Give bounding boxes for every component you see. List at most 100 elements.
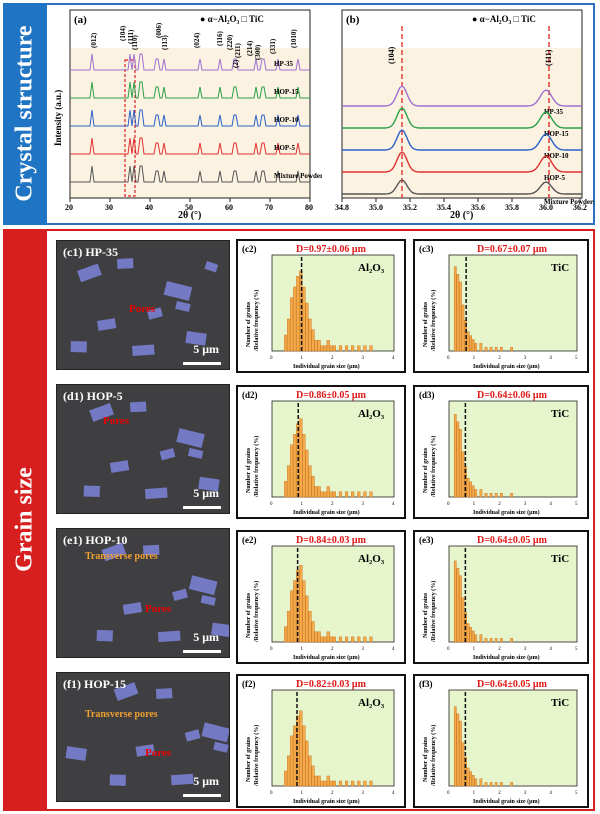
histogram-plot-bg [448,254,578,352]
sem-transverse-pores-label: Transverse pores [85,551,158,562]
tic-histogram: (c3) D=0.67±0.07 μm TiC Number of grains/Re… [413,239,589,373]
histogram-bar [296,715,300,787]
sem-pores-label: Pores [103,415,130,427]
histogram-bar [290,590,294,643]
sem-texture [70,258,219,356]
histogram-bar [357,345,361,352]
histogram-bar [351,491,355,498]
histogram-xtick-label: 0 [447,356,450,361]
histogram-bar [494,346,498,352]
panel-b-xlabel: 2θ (°) [450,210,473,221]
sem-scale-label: 5 μm [193,630,219,644]
histogram-xlabel: Individual grain size (μm) [473,798,540,805]
sem-grain [89,403,114,422]
histogram-bar [469,335,472,352]
panel-a-peak-label: (104) [119,25,127,41]
histogram-bar [461,742,465,787]
panel-a-series: HP-35 HOP-15 HOP-10 HOP-5 Mixture Powders [70,53,322,183]
histogram-bar [510,346,513,352]
histogram-bar [293,580,297,643]
histogram-label: (f3) [419,679,433,689]
histogram-bar [302,580,306,643]
panel-a-series-line [70,137,310,155]
histogram-xtick-label: 0 [270,502,273,507]
sem-image: (e1) HOP-10 Pores Transverse pores 5 μm [56,528,230,658]
histogram-xtick-label: 3 [524,647,527,652]
histogram-mean-label: D=0.86±0.05 μm [296,390,367,401]
sem-grain [129,401,147,413]
histogram-xtick-label: 4 [392,791,395,796]
histogram-xtick-label: 0 [270,791,273,796]
histogram-bar [453,414,457,498]
histogram-bar [459,429,462,498]
histogram-bar [320,491,324,498]
panel-a-peak-label: (211) [234,43,242,58]
histogram-bar [363,780,367,787]
sem-grain [117,258,134,269]
panel-b-xtick-label: 36.2 [573,203,587,212]
histogram-bar [469,627,472,643]
histogram-xtick-label: 2 [498,502,501,507]
panel-a-peak-labels: (012) (104) (111)(110) (006)(113) (024) (116)… [90,22,298,68]
histogram-xtick-label: 3 [362,502,365,507]
histogram-xtick-label: 5 [575,791,578,796]
sem-grain [147,307,163,320]
sem-grain [122,602,143,615]
histogram-label: (e2) [242,535,257,545]
histogram-bar [338,780,343,787]
histogram-ylabel-1: Number of grains [423,592,429,638]
histogram-bar [479,778,483,787]
histogram-xlabel: Individual grain size (μm) [473,363,540,370]
histogram-bar [317,775,321,787]
sem-grain [204,261,219,273]
panel-b-xtick-label: 35.8 [505,203,519,212]
histogram-xtick-label: 5 [575,356,578,361]
histogram-label: (e3) [419,535,434,545]
histogram-bar [302,725,306,787]
sem-grain [109,774,126,786]
histogram-xtick-label: 5 [575,502,578,507]
sem-label: (f1) HOP-15 [63,677,126,691]
histogram-bar [484,493,488,498]
histogram-xtick-label: 2 [498,647,501,652]
xrd-panel-a: (a) ● α−Al₂O₃ □ TiC Intensity (a.u.) 2θ … [53,9,322,221]
histogram-bar [326,775,330,787]
histogram-phase-label: Al₂O₃ [358,408,385,420]
histogram-bar [323,345,327,352]
histogram-bar [305,449,309,498]
panel-b-legend: ● α−Al₂O₃ □ TiC [472,14,536,24]
histogram-plot-bg [448,400,578,498]
sem-grain [101,542,127,562]
histogram-bar [453,560,457,643]
panel-a-xtick-label: 40 [145,203,153,212]
histogram-xtick-label: 1 [301,791,304,796]
panel-a-xtick-label: 30 [105,203,113,212]
histogram-bar [363,345,367,352]
histogram-xtick-label: 2 [498,356,501,361]
al2o3-histogram: (f2) D=0.82±0.03 μm Al₂O₃ Number of grains /… [236,674,406,808]
histogram-bar [293,725,297,787]
panel-b-xticks: 34.8 35.0 35.2 35.4 35.6 35.8 36.0 36.2 [335,198,587,212]
sem-label: (d1) HOP-5 [63,389,123,403]
sem-grain [188,575,218,596]
panel-a-series-label: Mixture Powders [274,172,322,180]
histogram-bar [474,634,478,643]
panel-a-series-label: HP-35 [274,60,294,68]
sem-grain [198,476,220,492]
panel-b-series: HP-35 HOP-15 HOP-10 HOP-5 Mixture Powders [342,85,594,206]
histogram-xtick-label: 1 [473,502,476,507]
sem-scale-bar [183,362,221,365]
al2o3-histogram: (d2) D=0.86±0.05 μm Al₂O₃ Number of grains /… [236,385,406,519]
histogram-xtick-label: 3 [524,502,527,507]
tic-histogram: (e3) D=0.64±0.05 μm TiC Number of grains/Re… [413,530,589,664]
histogram-bar [484,346,488,352]
histogram-bar [323,780,327,787]
sem-texture [83,401,220,500]
histogram-svg: (d2) D=0.86±0.05 μm Al₂O₃ Number of grains /… [242,390,395,516]
histogram-bar [320,780,324,787]
histogram-bar [296,570,300,643]
histogram-xtick-label: 4 [549,647,552,652]
histogram-xtick-label: 1 [301,356,304,361]
sem-grain [187,447,204,459]
